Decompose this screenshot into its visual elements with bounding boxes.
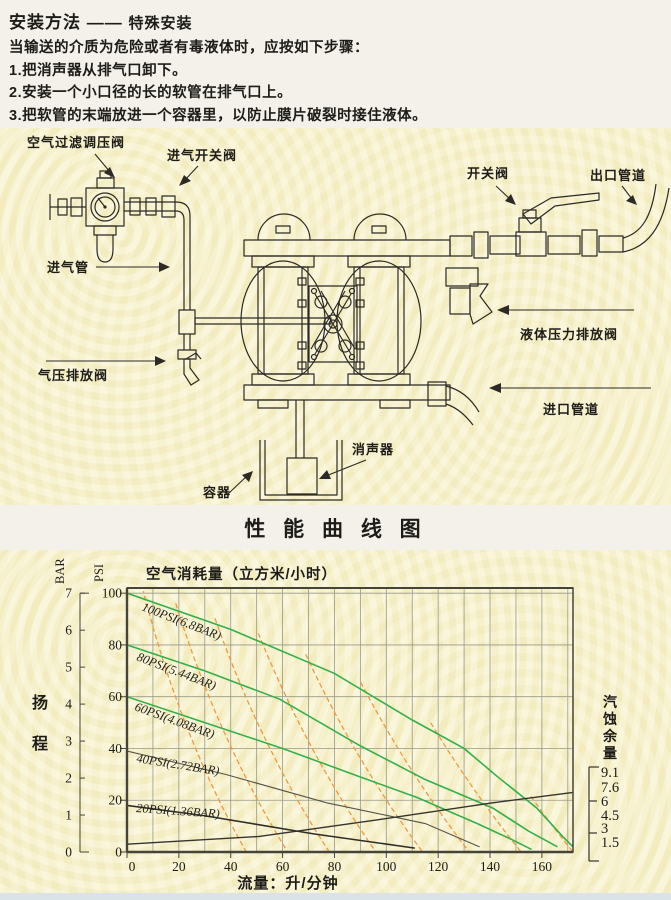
psi-tick-label: 20 (109, 793, 123, 808)
discharge-piping (445, 183, 670, 325)
bar-tick-label: 7 (65, 586, 72, 601)
head-axis-title-char: 程 (32, 735, 48, 753)
air-consumption-curve (141, 587, 247, 852)
center-valve-block (308, 285, 358, 363)
step-3: 3.把软管的末端放进一个容器里，以防止膜片破裂时接住液体。 (9, 107, 428, 124)
series-100PSI(6.8BAR) (126, 592, 574, 848)
air-discharge-tap (183, 358, 200, 386)
muffler-and-container (259, 400, 343, 501)
label-intake-switch-valve: 进气开关阀 (167, 148, 237, 163)
label-air-pressure-discharge-valve: 气压排放阀 (38, 368, 108, 383)
intro-text: 当输送的介质为危险或者有毒液体时，应按如下步骤： (9, 40, 369, 56)
label-muffler: 消声器 (352, 442, 394, 457)
npsh-axis-title-char: 汽 (603, 694, 617, 710)
curve-label: 20PSI(1.36BAR) (136, 801, 220, 821)
performance-chart-title: 性 能 曲 线 图 (244, 517, 427, 541)
x-tick-label: 20 (172, 859, 186, 874)
air-consumption-curve (170, 587, 289, 852)
section-title-main: 安装方法 (9, 13, 81, 32)
series-60PSI(4.08BAR) (126, 695, 532, 851)
x-axis-title: 流量：升/分钟 (237, 874, 338, 892)
npsh-tick-label: 3 (601, 821, 608, 837)
muffler-box (286, 457, 318, 495)
x-tick-label: 0 (129, 859, 136, 874)
npsh-tick-label: 7.6 (601, 780, 619, 796)
suction-piping (427, 381, 480, 426)
bar-tick-label: 6 (65, 623, 72, 638)
bar-axis-label: BAR (53, 558, 67, 584)
performance-title-band: 性 能 曲 线 图 (0, 505, 671, 550)
bar-tick-label: 3 (65, 734, 72, 749)
series-20PSI(1.36BAR) (126, 804, 415, 849)
psi-tick-label: 60 (109, 689, 123, 704)
npsh-tick-label: 9.1 (601, 765, 619, 781)
label-liquid-pressure-discharge-valve: 液体压力排放阀 (520, 327, 618, 342)
label-inlet-pipe: 进口管道 (543, 402, 599, 417)
curve-label: 40PSI(2.72BAR) (136, 751, 221, 778)
head-axis-title-char: 扬 (32, 693, 48, 712)
label-intake-pipe: 进气管 (47, 260, 89, 275)
x-tick-label: 60 (276, 859, 290, 874)
npsh-tick-label: 6 (601, 794, 608, 810)
callouts: 空气过滤调压阀 进气开关阀 进气管 气压排放阀 开关阀 出口管道 液体压力排 (27, 135, 651, 500)
section-title: 安装方法 —— 特殊安装 (9, 8, 671, 33)
npsh-tick-label: 4.5 (601, 808, 619, 824)
label-air-filter-regulator: 空气过滤调压阀 (27, 135, 125, 150)
label-container: 容器 (202, 485, 231, 500)
air-consumption-curve (240, 587, 377, 852)
psi-tick-label: 40 (109, 741, 123, 756)
label-switch-valve: 开关阀 (467, 166, 509, 181)
curve-label: 100PSI(6.8BAR) (140, 600, 223, 643)
x-tick-label: 80 (328, 859, 342, 874)
section-title-dash: —— (86, 13, 123, 32)
installation-instructions: 安装方法 —— 特殊安装 当输送的介质为危险或者有毒液体时，应按如下步骤： 1.… (0, 0, 671, 128)
performance-chart-section: 100PSI(6.8BAR) 80PSI(5.44BAR) 60PSI(4.08BA… (0, 550, 671, 893)
bar-tick-label: 2 (65, 771, 72, 786)
psi-axis-label: PSI (92, 564, 106, 582)
performance-chart: 100PSI(6.8BAR)80PSI(5.44BAR)60PSI(4.08BA… (32, 558, 619, 892)
pump-body (240, 213, 451, 409)
x-tick-label: 160 (532, 859, 553, 874)
curve-label: 60PSI(4.08BAR) (133, 700, 216, 742)
pump-diagram-svg: 空气过滤调压阀 进气开关阀 进气管 气压排放阀 开关阀 出口管道 液体压力排 (27, 135, 670, 501)
bar-tick-label: 1 (65, 808, 72, 823)
psi-tick-label: 100 (102, 586, 123, 601)
psi-tick-label: 80 (109, 637, 123, 652)
npsh-axis-title-char: 量 (603, 745, 617, 761)
intake-piping (124, 195, 332, 386)
psi-tick-label: 0 (115, 845, 122, 860)
step-2: 2.安装一个小口径的长的软管在排气口上。 (9, 85, 293, 101)
air-consumption-curve (204, 587, 330, 852)
air-filter-regulator-assembly (49, 170, 125, 263)
x-tick-label: 140 (480, 859, 501, 874)
bar-tick-label: 5 (65, 660, 72, 675)
npsh-tick-label: 1.5 (601, 835, 619, 851)
x-tick-label: 100 (376, 859, 397, 874)
section-title-sub: 特殊安装 (128, 15, 193, 32)
liquid-discharge-branch (445, 267, 493, 325)
step-1: 1.把消声器从排气口卸下。 (9, 62, 188, 79)
pressure-gauge (90, 192, 120, 222)
page-bottom-strip (0, 893, 671, 900)
x-tick-label: 120 (428, 859, 449, 874)
pump-installation-diagram: 空气过滤调压阀 进气开关阀 进气管 气压排放阀 开关阀 出口管道 液体压力排 (0, 128, 671, 505)
label-outlet-pipe: 出口管道 (590, 168, 646, 183)
bar-tick-label: 0 (65, 845, 72, 860)
ball-valve (518, 192, 600, 233)
x-tick-label: 40 (224, 859, 238, 874)
series-80PSI(5.44BAR) (126, 644, 558, 848)
npsh-axis-title-char: 余 (602, 728, 618, 744)
series-40PSI(2.72BAR) (126, 750, 480, 848)
series-npsh (126, 791, 574, 845)
npsh-axis-title-char: 蚀 (602, 711, 617, 727)
air-consumption-title: 空气消耗量（立方米/小时） (146, 565, 337, 583)
air-consumption-curve (276, 587, 424, 852)
container-box (259, 440, 343, 501)
air-consumption-curve (411, 587, 573, 852)
bar-tick-label: 4 (65, 697, 72, 712)
